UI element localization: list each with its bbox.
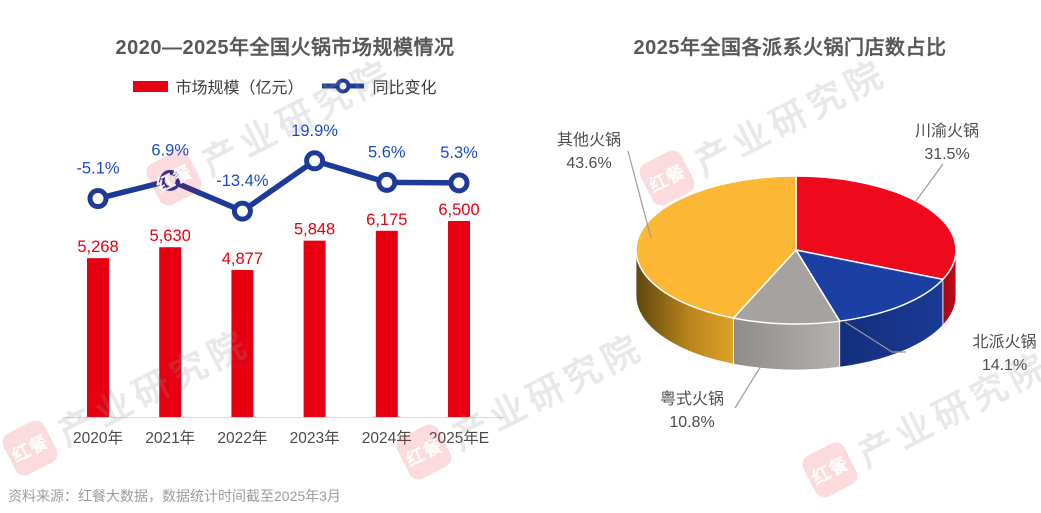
bar-value-2022年: 4,877: [222, 250, 263, 268]
leader-line-other: [627, 150, 652, 239]
legend-item-market-scale: 市场规模（亿元）: [133, 74, 304, 98]
pie-leader-lines: [627, 150, 944, 409]
pie-label-chuanyu: 川渝火锅 31.5%: [897, 120, 997, 166]
leader-line-chuanyu: [915, 163, 944, 202]
bar-2025年E: [448, 221, 470, 417]
yoy-value-2025年E: 5.3%: [440, 144, 478, 162]
pie-slice-川渝火锅: [795, 175, 957, 281]
yoy-marker-2020年: [87, 188, 109, 210]
bar-value-2023年: 5,848: [294, 221, 335, 239]
pie-label-pct: 43.6%: [566, 155, 612, 172]
pie-slice-其他火锅: [635, 175, 797, 319]
pie-label-name: 粤式火锅: [659, 391, 724, 408]
bar-2020年: [87, 258, 109, 417]
bar-2023年: [303, 240, 326, 417]
x-tick-2023年: 2023年: [290, 429, 340, 447]
pie-label-pct: 14.1%: [981, 357, 1028, 374]
x-tick-2025年E: 2025年E: [429, 429, 489, 447]
yoy-value-2024年: 5.6%: [368, 143, 406, 161]
yoy-marker-2021年: [159, 169, 181, 191]
pie-label-name: 北派火锅: [972, 334, 1037, 351]
pie-label-yueshi: 粤式火锅 10.8%: [642, 388, 742, 434]
legend-yoy-label: 同比变化: [372, 80, 437, 97]
market-scale-bar-line-chart: 5,268 2020年 5,630 2021年 4,877 2022年 5,848 2023年…: [62, 122, 504, 447]
pie-label-name: 川渝火锅: [914, 123, 979, 140]
yoy-marker-2024年: [376, 171, 398, 193]
bar-2022年: [231, 269, 254, 417]
store-share-pie-chart: [635, 175, 957, 371]
yoy-value-2023年: 19.9%: [291, 122, 338, 140]
pie-wall-粤式火锅: [732, 317, 841, 371]
pie-label-beipai: 北派火锅 14.1%: [952, 331, 1041, 377]
bar-series-swatch-icon: [133, 80, 169, 92]
yoy-value-2020年: -5.1%: [76, 160, 119, 178]
x-tick-2024年: 2024年: [362, 429, 412, 447]
legend-market-scale-label: 市场规模（亿元）: [175, 80, 304, 97]
yoy-marker-2023年: [304, 150, 326, 172]
leader-line-beipai: [844, 321, 906, 353]
left-chart-legend: 市场规模（亿元） 同比变化: [60, 74, 510, 98]
x-tick-2021年: 2021年: [145, 429, 195, 447]
yoy-marker-2022年: [231, 200, 253, 222]
bar-value-2021年: 5,630: [150, 227, 191, 245]
pie-label-pct: 10.8%: [669, 414, 715, 431]
leader-line-yueshi: [734, 339, 778, 409]
legend-item-yoy: 同比变化: [320, 74, 437, 98]
bar-2021年: [159, 247, 182, 417]
bar-value-2025年E: 6,500: [438, 201, 479, 219]
pie-slice-北派火锅: [795, 249, 944, 322]
line-series-swatch-icon: [321, 78, 364, 94]
yoy-marker-2025年E: [448, 172, 470, 194]
x-tick-2022年: 2022年: [217, 429, 267, 447]
yoy-value-2022年: -13.4%: [216, 172, 269, 190]
pie-label-pct: 31.5%: [924, 146, 970, 163]
bar-2024年: [375, 230, 398, 417]
bar-value-2024年: 6,175: [366, 211, 407, 229]
right-chart-title: 2025年全国各派系火锅门店数占比: [633, 36, 947, 59]
left-chart-title: 2020—2025年全国火锅市场规模情况: [115, 36, 455, 59]
yoy-value-2021年: 6.9%: [151, 141, 189, 159]
yoy-line: [97, 158, 460, 214]
pie-label-other: 其他火锅 43.6%: [539, 129, 639, 175]
x-tick-2020年: 2020年: [73, 429, 123, 447]
source-note: 资料来源：红餐大数据，数据统计时间截至2025年3月: [8, 488, 341, 504]
pie-slice-粤式火锅: [732, 249, 841, 325]
bar-value-2020年: 5,268: [77, 238, 118, 256]
pie-label-name: 其他火锅: [556, 132, 621, 149]
